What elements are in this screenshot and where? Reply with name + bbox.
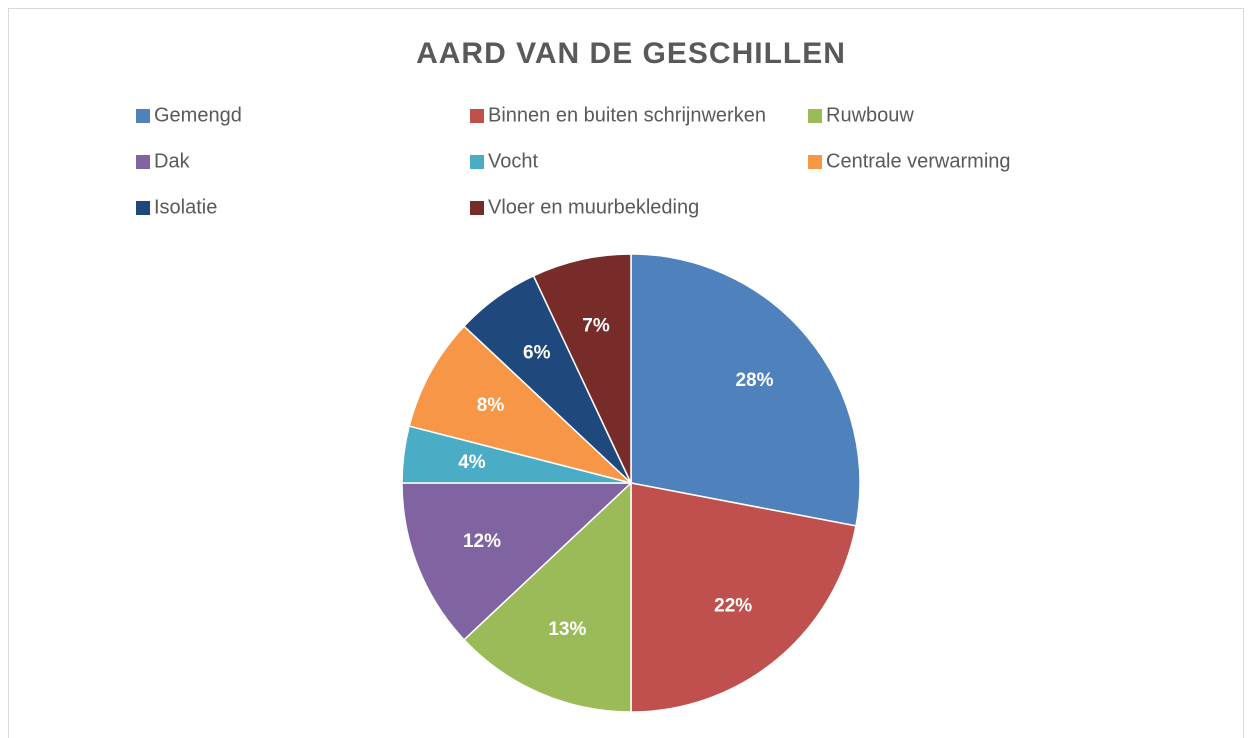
pie-slice — [463, 481, 632, 713]
legend-label: Binnen en buiten schrijnwerken — [488, 104, 766, 126]
legend-label: Gemengd — [154, 104, 242, 126]
legend-swatch — [808, 109, 822, 123]
data-label: 12% — [463, 531, 501, 552]
data-label: 28% — [735, 370, 773, 391]
legend-swatch — [136, 155, 150, 169]
legend-swatch — [470, 155, 484, 169]
legend-swatch — [136, 109, 150, 123]
legend-swatch — [808, 155, 822, 169]
legend-label: Isolatie — [154, 196, 217, 218]
legend-label: Centrale verwarming — [826, 150, 1011, 172]
legend-label: Vloer en muurbekleding — [488, 196, 699, 218]
legend-label: Ruwbouw — [826, 104, 914, 126]
legend-label: Dak — [154, 150, 191, 172]
data-label: 7% — [582, 316, 610, 337]
legend-swatch — [470, 109, 484, 123]
legend-swatch — [470, 201, 484, 215]
legend-swatch — [136, 201, 150, 215]
data-label: 22% — [714, 596, 752, 617]
data-label: 6% — [523, 342, 551, 363]
chart-title: AARD VAN DE GESCHILLEN — [416, 37, 846, 70]
legend-label: Vocht — [488, 150, 538, 172]
pie-slice — [630, 253, 861, 527]
data-label: 4% — [458, 452, 486, 473]
pie-slice — [408, 325, 632, 484]
pie-slice — [630, 482, 857, 713]
pie-slice — [401, 482, 633, 641]
pie-slice — [532, 253, 632, 484]
data-label: 8% — [477, 395, 505, 416]
data-label: 13% — [548, 619, 586, 640]
